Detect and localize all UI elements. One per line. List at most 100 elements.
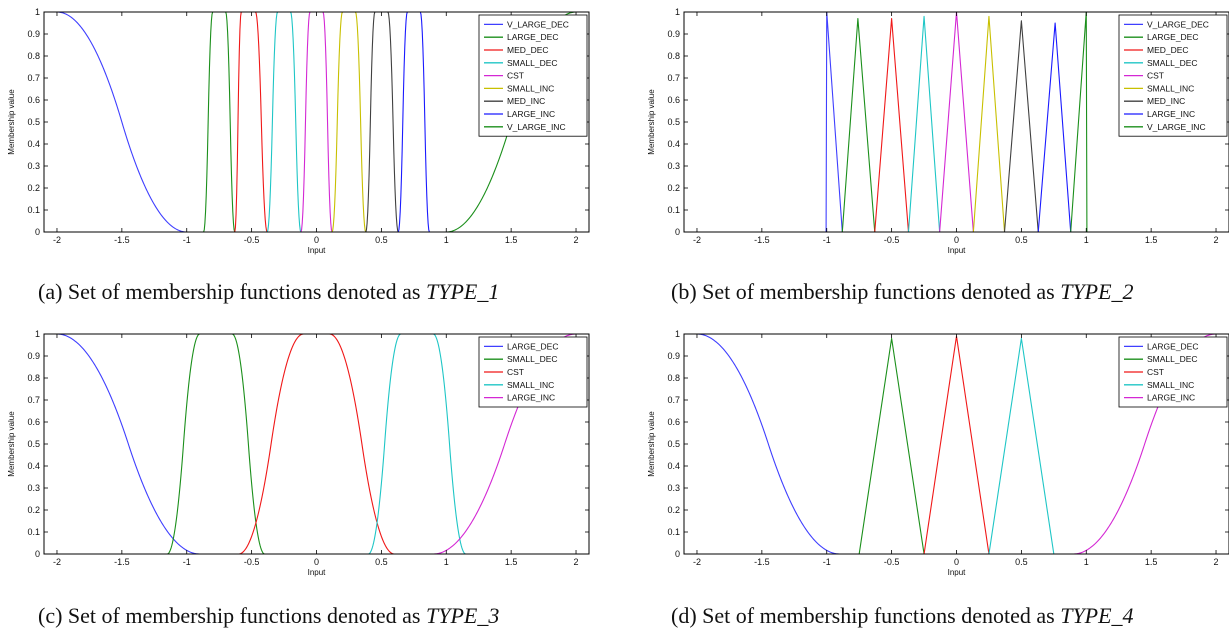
y-tick-label: 0.1 — [667, 527, 680, 537]
legend-label: LARGE_DEC — [507, 32, 559, 42]
x-tick-label: 0.5 — [1015, 235, 1028, 245]
legend-label: LARGE_DEC — [1147, 32, 1199, 42]
legend-label: CST — [1147, 367, 1164, 377]
y-tick-label: 0 — [675, 549, 680, 559]
legend: LARGE_DEC SMALL_DEC CST SMALL_INC LARGE_INC — [478, 336, 588, 408]
x-tick-label: 0 — [954, 557, 959, 567]
y-tick-label: 0.7 — [27, 395, 40, 405]
x-tick-label: 2 — [574, 557, 579, 567]
legend-label: MED_INC — [1147, 96, 1185, 106]
y-axis-label: Membership value — [7, 411, 16, 477]
legend-label: SMALL_INC — [1147, 83, 1194, 93]
y-tick-label: 0 — [35, 549, 40, 559]
caption-type-name: TYPE_2 — [1060, 279, 1134, 304]
x-tick-label: -1.5 — [754, 235, 770, 245]
legend-label: LARGE_DEC — [507, 341, 559, 351]
y-tick-label: 0.7 — [667, 73, 680, 83]
x-tick-label: -0.5 — [244, 557, 260, 567]
x-axis-label: Input — [308, 246, 327, 255]
y-tick-label: 0.9 — [27, 351, 40, 361]
caption-type-name: TYPE_3 — [425, 603, 500, 628]
x-tick-label: 1.5 — [505, 235, 518, 245]
legend-label: SMALL_INC — [507, 380, 554, 390]
x-tick-label: -1.5 — [114, 557, 130, 567]
y-tick-label: 1 — [675, 329, 680, 339]
x-tick-label: -1.5 — [114, 235, 130, 245]
y-tick-label: 0.2 — [27, 505, 40, 515]
x-tick-label: -0.5 — [884, 235, 900, 245]
x-tick-label: 0.5 — [375, 235, 388, 245]
x-tick-label: 0 — [954, 235, 959, 245]
x-tick-label: -1.5 — [754, 557, 770, 567]
y-tick-label: 0.4 — [667, 139, 680, 149]
legend-label: V_LARGE_INC — [1147, 122, 1206, 132]
y-tick-label: 0.5 — [667, 117, 680, 127]
chart-type-3: -2 -1.5 -1 -0.5 0 0.5 1 1.5 2 0 0.1 0.2 0.3 0.4 0.5 0.6… — [7, 329, 590, 577]
x-tick-label: 1 — [1084, 557, 1089, 567]
legend-label: V_LARGE_DEC — [507, 19, 569, 29]
y-axis-label: Membership value — [7, 89, 16, 155]
caption-type-2: (b) Set of membership functions denoted … — [671, 279, 1134, 305]
caption-type-name: TYPE_4 — [1060, 603, 1134, 628]
x-axis-label: Input — [948, 568, 967, 577]
legend-label: CST — [507, 367, 524, 377]
legend-label: CST — [507, 71, 524, 81]
legend: V_LARGE_DEC LARGE_DEC MED_DEC SMALL_DEC CST S… — [478, 14, 588, 137]
chart-type-4: -2 -1.5 -1 -0.5 0 0.5 1 1.5 2 0 0.1 0.2 0.3 0.4 0.5 0.6… — [647, 329, 1229, 577]
x-tick-label: 0.5 — [1015, 557, 1028, 567]
y-tick-label: 0.5 — [27, 117, 40, 127]
legend-label: LARGE_DEC — [1147, 341, 1199, 351]
legend-label: SMALL_INC — [1147, 380, 1194, 390]
legend-label: SMALL_DEC — [507, 354, 558, 364]
y-tick-label: 0.2 — [667, 505, 680, 515]
x-tick-label: 2 — [1214, 557, 1219, 567]
legend-label: SMALL_INC — [507, 83, 554, 93]
y-tick-label: 0.6 — [27, 95, 40, 105]
x-tick-label: 2 — [574, 235, 579, 245]
y-tick-label: 0.5 — [667, 439, 680, 449]
x-tick-label: -0.5 — [884, 557, 900, 567]
legend-label: V_LARGE_INC — [507, 122, 566, 132]
y-tick-label: 0.8 — [27, 51, 40, 61]
y-tick-label: 1 — [675, 7, 680, 17]
legend: V_LARGE_DEC LARGE_DEC MED_DEC SMALL_DEC CST S… — [1118, 14, 1228, 137]
legend-label: MED_INC — [507, 96, 545, 106]
y-tick-label: 0.4 — [27, 461, 40, 471]
chart-panel-type-4: -2 -1.5 -1 -0.5 0 0.5 1 1.5 2 0 0.1 0.2 0.3 0.4 0.5 0.6… — [640, 322, 1229, 590]
x-tick-label: -2 — [693, 557, 701, 567]
y-tick-label: 0.3 — [27, 483, 40, 493]
y-tick-label: 0.5 — [27, 439, 40, 449]
y-axis-label: Membership value — [647, 89, 656, 155]
caption-type-1: (a) Set of membership functions denoted … — [38, 279, 499, 305]
y-tick-label: 0 — [35, 227, 40, 237]
caption-type-4: (d) Set of membership functions denoted … — [671, 603, 1134, 629]
legend-label: SMALL_DEC — [507, 58, 558, 68]
legend-label: V_LARGE_DEC — [1147, 19, 1209, 29]
x-tick-label: 1.5 — [1145, 235, 1158, 245]
y-tick-label: 0.8 — [667, 51, 680, 61]
y-tick-label: 0.1 — [27, 527, 40, 537]
x-tick-label: 1.5 — [505, 557, 518, 567]
y-tick-label: 0.1 — [667, 205, 680, 215]
x-tick-label: -2 — [693, 235, 701, 245]
y-tick-label: 0.6 — [667, 95, 680, 105]
x-tick-label: 0.5 — [375, 557, 388, 567]
y-tick-label: 0.7 — [667, 395, 680, 405]
chart-panel-type-2: -2 -1.5 -1 -0.5 0 0.5 1 1.5 2 0 0.1 0.2 0.3 0.4 0.5 0.6… — [640, 0, 1229, 268]
x-tick-label: -2 — [53, 235, 61, 245]
caption-prefix: (c) Set of membership functions denoted … — [38, 603, 426, 628]
x-tick-label: 0 — [314, 557, 319, 567]
x-axis-label: Input — [948, 246, 967, 255]
x-tick-label: -2 — [53, 557, 61, 567]
caption-prefix: (d) Set of membership functions denoted … — [671, 603, 1061, 628]
legend-label: MED_DEC — [507, 45, 549, 55]
y-tick-label: 0.2 — [27, 183, 40, 193]
x-tick-label: 1 — [444, 235, 449, 245]
x-tick-label: 0 — [314, 235, 319, 245]
y-tick-label: 0.2 — [667, 183, 680, 193]
chart-type-2: -2 -1.5 -1 -0.5 0 0.5 1 1.5 2 0 0.1 0.2 0.3 0.4 0.5 0.6… — [647, 7, 1229, 255]
legend-label: LARGE_INC — [507, 109, 555, 119]
y-tick-label: 0.9 — [667, 351, 680, 361]
caption-type-name: TYPE_1 — [425, 279, 500, 304]
chart-panel-type-1: -2 -1.5 -1 -0.5 0 0.5 1 1.5 2 0 0.1 0.2 0.3 0.4 0.5 0.6… — [0, 0, 600, 268]
